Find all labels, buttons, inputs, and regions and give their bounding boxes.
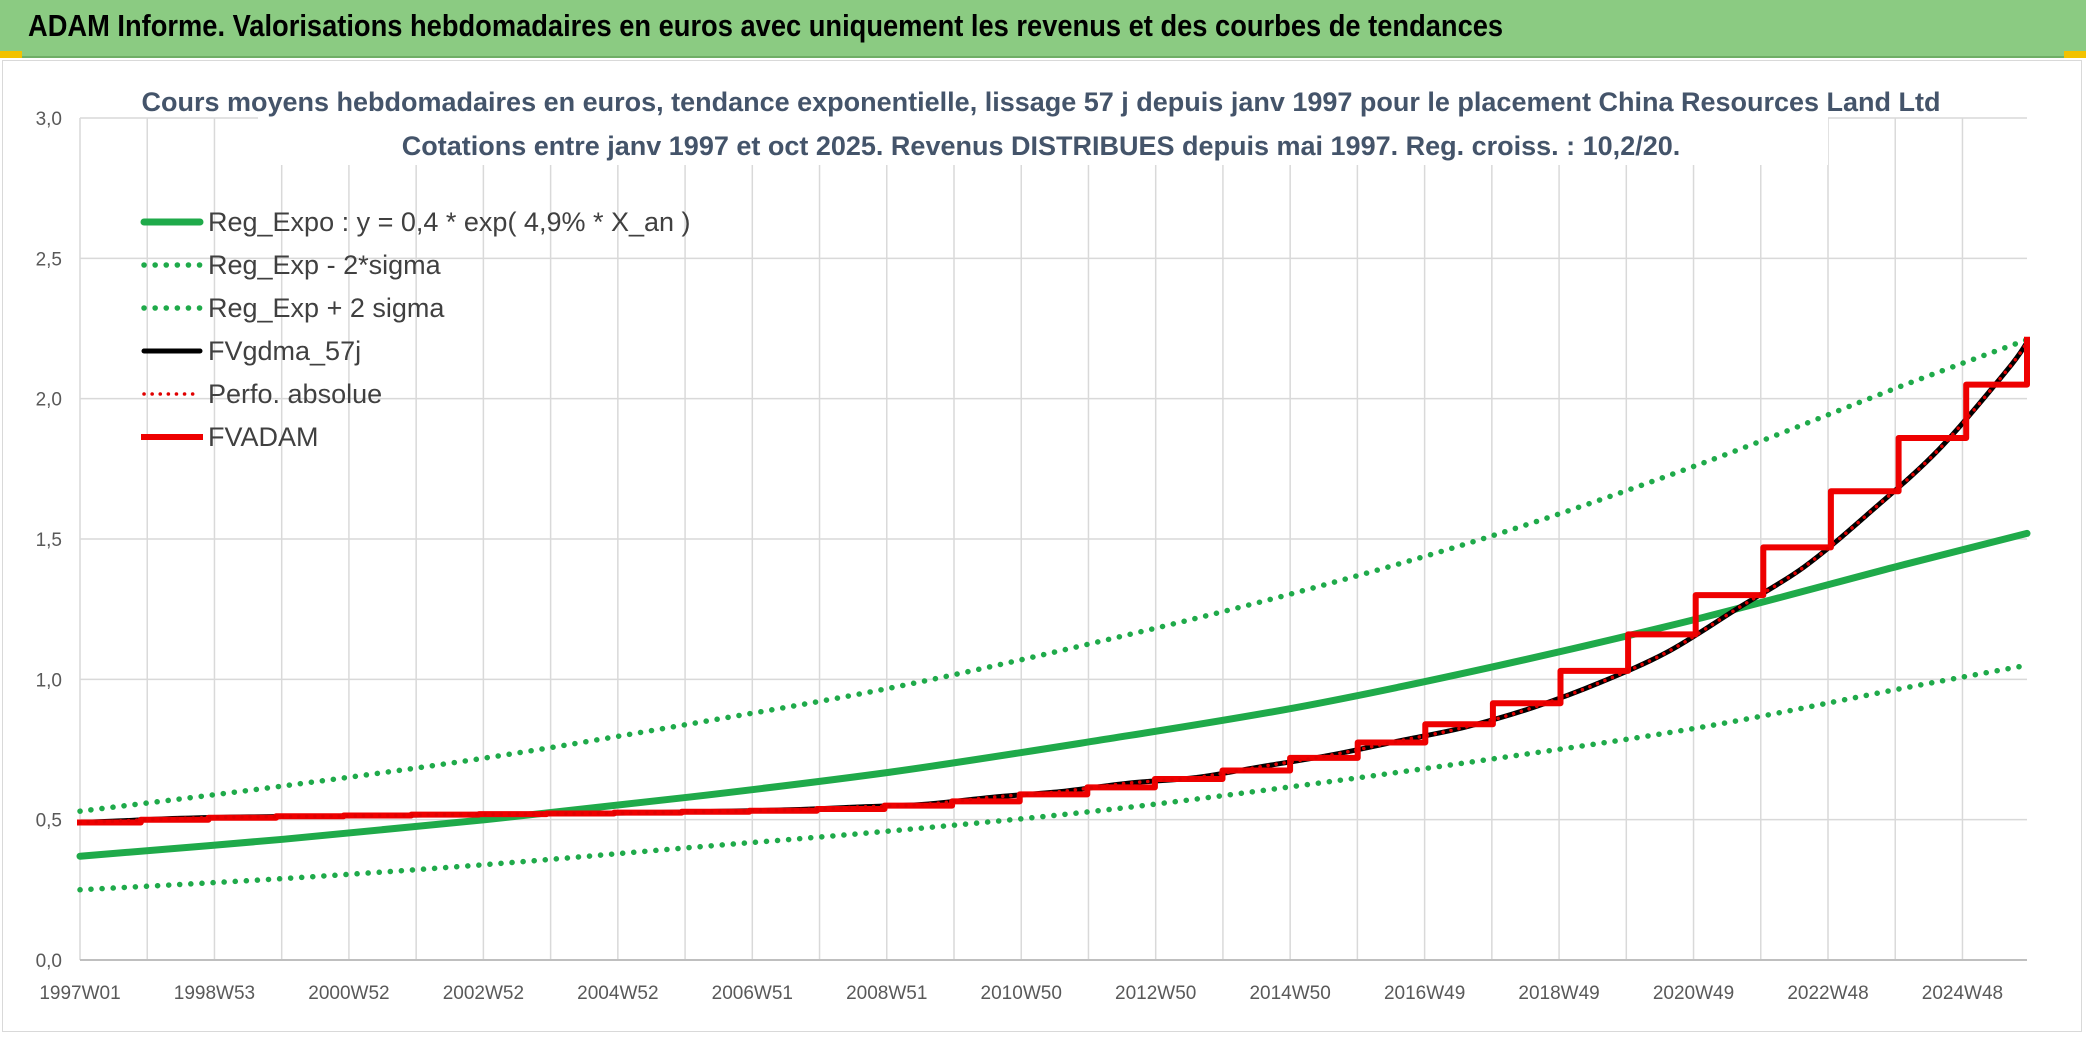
legend-fvgdma-label: FVgdma_57j [208,336,361,366]
x-tick-label: 1997W01 [39,983,120,1004]
reg-exp-plus-2sigma-line [77,336,2030,814]
reg-exp-minus-2sigma-line [77,662,2030,893]
report-banner: ADAM Informe. Valorisations hebdomadaire… [0,0,2086,58]
x-tick-label: 2008W51 [846,983,927,1004]
y-tick-label: 1,0 [36,670,62,691]
chart-frame [2,60,2082,1032]
corner-marker-right [2064,51,2086,58]
report-title: ADAM Informe. Valorisations hebdomadaire… [28,8,1504,43]
legend-reg-exp-plus-label: Reg_Exp + 2 sigma [208,293,445,323]
x-tick-label: 2006W51 [712,983,793,1004]
x-tick-label: 2018W49 [1518,983,1599,1004]
x-tick-label: 2000W52 [308,983,389,1004]
y-tick-label: 2,0 [36,390,62,411]
legend-perfo-absolue-label: Perfo. absolue [208,379,382,409]
grid-lines [79,117,2027,961]
y-tick-label: 3,0 [36,109,62,130]
x-axis-ticks: 1997W01 1998W53 2000W52 2002W52 2004W52 2006W… [39,983,2003,1004]
y-tick-label: 1,5 [36,530,62,551]
legend-reg-exp-minus-label: Reg_Exp - 2*sigma [208,250,442,280]
legend: Reg_Expo : y = 0,4 * exp( 4,9% * X_an ) R… [140,207,691,452]
x-tick-label: 2014W50 [1249,983,1330,1004]
x-tick-label: 2024W48 [1922,983,2003,1004]
x-tick-label: 2016W49 [1384,983,1465,1004]
y-tick-label: 0,0 [36,951,62,972]
x-tick-label: 2012W50 [1115,983,1196,1004]
y-tick-label: 2,5 [36,249,62,270]
chart-title: Cours moyens hebdomadaires en euros, ten… [141,87,1940,117]
corner-marker-left [0,51,22,58]
x-tick-label: 1998W53 [174,983,255,1004]
reg-expo-line [76,529,2031,860]
y-axis-ticks: 0,0 0,5 1,0 1,5 2,0 2,5 3,0 [36,109,62,972]
perfo-absolue-line [78,340,2029,825]
x-tick-label: 2010W50 [981,983,1062,1004]
y-tick-label: 0,5 [36,811,62,832]
legend-reg-expo-label: Reg_Expo : y = 0,4 * exp( 4,9% * X_an ) [208,207,691,237]
chart-subtitle: Cotations entre janv 1997 et oct 2025. R… [402,131,1681,161]
x-tick-label: 2022W48 [1787,983,1868,1004]
x-tick-label: 2020W49 [1653,983,1734,1004]
series-lines [76,336,2031,893]
x-tick-label: 2002W52 [443,983,524,1004]
legend-fvadam-label: FVADAM [208,422,319,452]
x-tick-label: 2004W52 [577,983,658,1004]
title-background [258,87,1828,165]
